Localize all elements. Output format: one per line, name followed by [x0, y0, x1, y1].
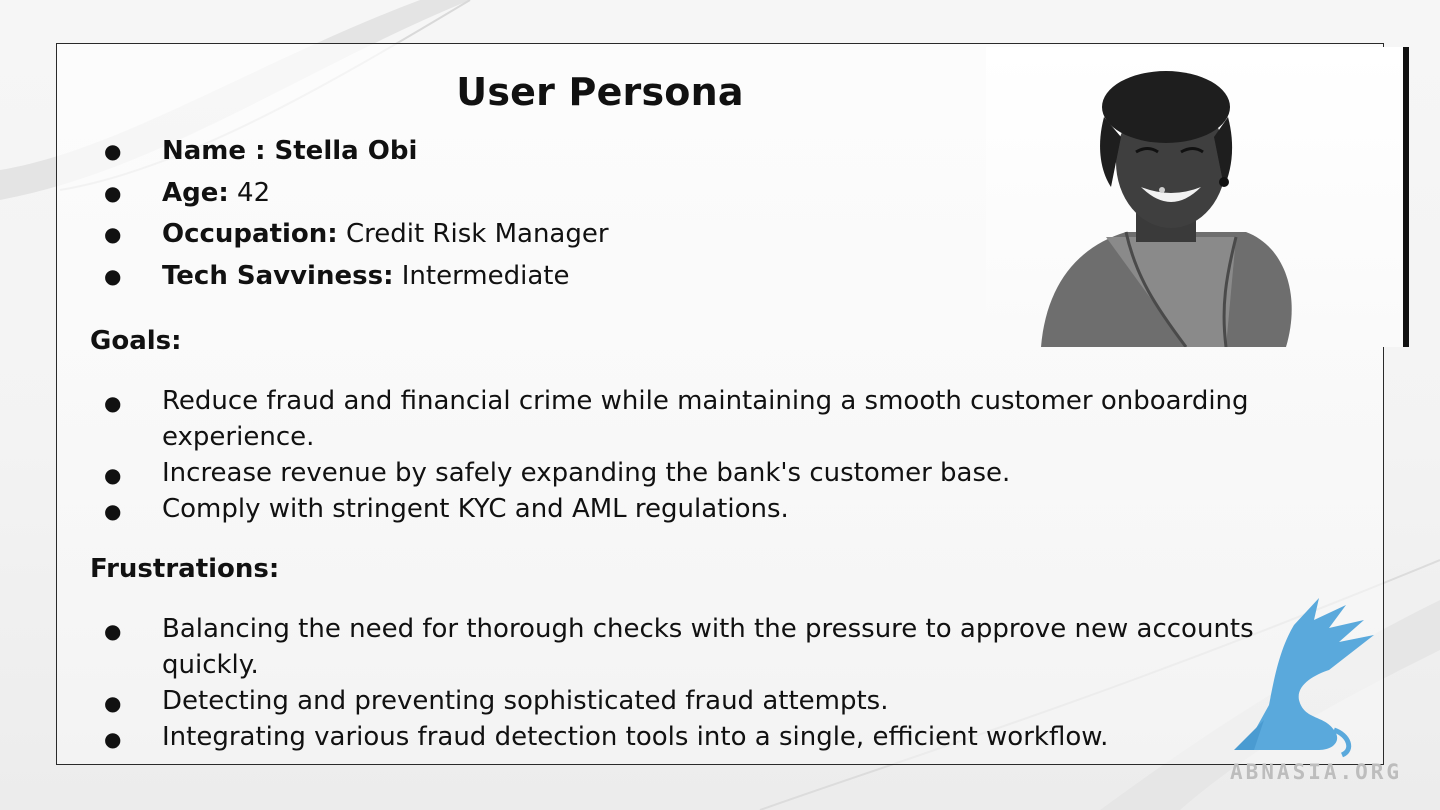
frustrations-list: ● Balancing the need for thorough checks … [104, 611, 1284, 755]
profile-value: 42 [229, 178, 270, 208]
bullet-icon: ● [104, 256, 121, 298]
bullet-icon: ● [104, 611, 121, 653]
goal-text: Increase revenue by safely expanding the… [162, 458, 1010, 488]
persona-portrait-illustration [986, 47, 1406, 347]
goal-item: ● Increase revenue by safely expanding th… [104, 455, 1284, 491]
goals-list: ● Reduce fraud and financial crime while … [104, 383, 1284, 527]
profile-label: Age: [162, 178, 229, 208]
profile-value: Intermediate [393, 261, 569, 291]
goal-item: ● Comply with stringent KYC and AML regul… [104, 491, 1284, 527]
frustration-text: Detecting and preventing sophisticated f… [162, 686, 888, 716]
goal-item: ● Reduce fraud and financial crime while … [104, 383, 1284, 455]
profile-label: Tech Savviness: [162, 261, 393, 291]
profile-list: ● Name : Stella Obi ● Age: 42 ● Occupation:… [104, 131, 609, 297]
griffin-logo-icon [1224, 590, 1384, 760]
frustration-item: ● Detecting and preventing sophisticated … [104, 683, 1284, 719]
profile-item-tech-savviness: ● Tech Savviness: Intermediate [104, 256, 609, 298]
photo-edge-bar [1403, 47, 1409, 347]
frustration-item: ● Balancing the need for thorough checks … [104, 611, 1284, 683]
profile-value: Credit Risk Manager [338, 219, 609, 249]
bullet-icon: ● [104, 214, 121, 256]
profile-label: Occupation: [162, 219, 338, 249]
goal-text: Comply with stringent KYC and AML regula… [162, 494, 789, 524]
watermark-text: ABNASIA.ORG [1230, 760, 1402, 784]
bullet-icon: ● [104, 173, 121, 215]
goal-text: Reduce fraud and financial crime while m… [162, 386, 1249, 452]
bullet-icon: ● [104, 383, 121, 425]
profile-item-name: ● Name : Stella Obi [104, 131, 609, 173]
goals-heading: Goals: [90, 323, 182, 359]
bullet-icon: ● [104, 491, 121, 533]
persona-photo [986, 47, 1406, 347]
profile-label: Name : Stella Obi [162, 136, 417, 166]
bullet-icon: ● [104, 131, 121, 173]
frustration-text: Integrating various fraud detection tool… [162, 722, 1108, 752]
profile-item-occupation: ● Occupation: Credit Risk Manager [104, 214, 609, 256]
frustrations-heading: Frustrations: [90, 551, 279, 587]
frustration-text: Balancing the need for thorough checks w… [162, 614, 1254, 680]
slide-title: User Persona [400, 68, 800, 116]
bullet-icon: ● [104, 719, 121, 761]
profile-item-age: ● Age: 42 [104, 173, 609, 215]
frustration-item: ● Integrating various fraud detection too… [104, 719, 1284, 755]
